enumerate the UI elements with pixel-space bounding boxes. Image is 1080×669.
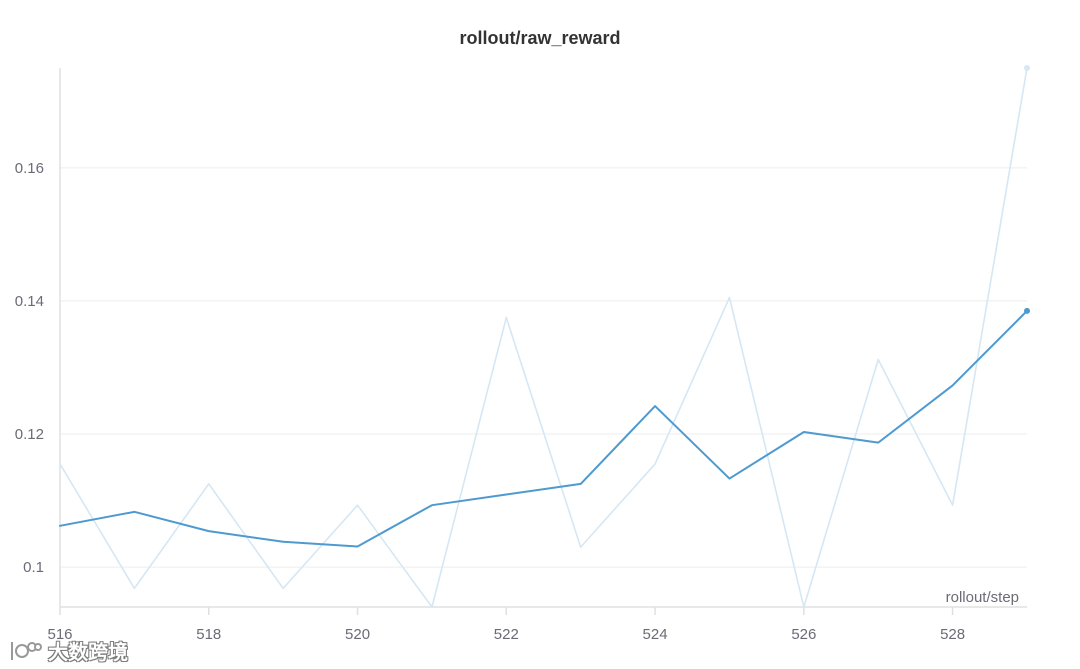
y-tick-label: 0.1 bbox=[23, 559, 44, 576]
x-tick-label: 524 bbox=[643, 626, 668, 643]
x-tick-label: 528 bbox=[940, 626, 965, 643]
series-endpoint-smoothed[interactable] bbox=[1024, 307, 1030, 314]
axis-layer bbox=[59, 68, 1027, 615]
watermark-logo-icon bbox=[11, 641, 42, 660]
x-tick-label: 516 bbox=[47, 626, 72, 643]
label-layer: 0.1 0.12 0.14 0.16 516 518 520 522 524 526 528 roll… bbox=[15, 160, 1019, 643]
y-tick-label: 0.16 bbox=[15, 160, 44, 177]
y-tick-label: 0.12 bbox=[15, 426, 44, 443]
series-layer bbox=[59, 65, 1030, 608]
watermark: 大数跨境 bbox=[8, 636, 128, 665]
watermark-text: 大数跨境 bbox=[48, 640, 128, 664]
series-endpoint-raw[interactable] bbox=[1024, 65, 1030, 71]
series-line-smoothed[interactable] bbox=[59, 309, 1028, 548]
x-tick-label: 518 bbox=[196, 626, 221, 643]
x-tick-label: 520 bbox=[345, 626, 370, 643]
chart-title: rollout/raw_reward bbox=[459, 28, 621, 48]
x-tick-label: 526 bbox=[791, 626, 816, 643]
x-tick-label: 522 bbox=[494, 626, 519, 643]
y-tick-label: 0.14 bbox=[15, 293, 44, 310]
series-line-raw[interactable] bbox=[59, 67, 1028, 608]
x-axis-title: rollout/step bbox=[946, 589, 1019, 606]
